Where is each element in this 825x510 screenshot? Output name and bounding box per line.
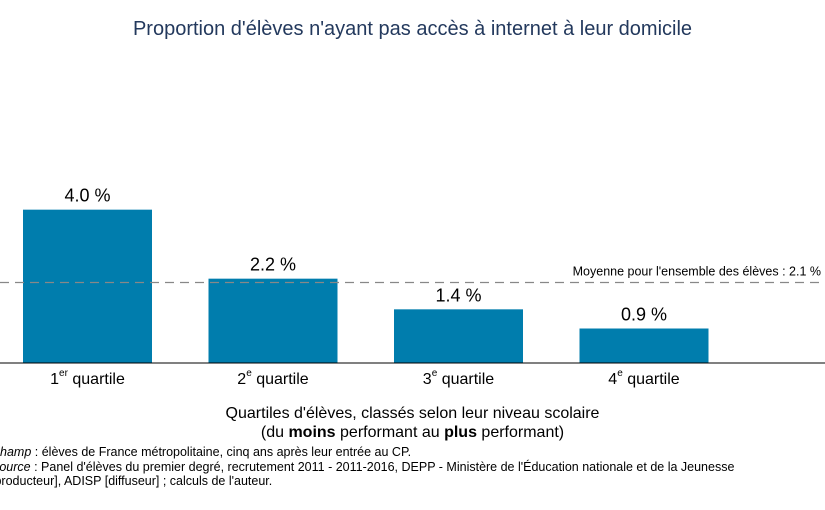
x-tick-label-2: 2e quartile — [237, 368, 308, 388]
bar-1 — [23, 209, 152, 363]
bar-3 — [394, 309, 523, 363]
x-axis-label-line2: (du moins performant au plus performant) — [260, 424, 565, 441]
source-note-line2: [producteur], ADISP [diffuseur] ; calcul… — [0, 474, 273, 488]
data-label-3: 1.4 % — [435, 285, 481, 305]
data-label-2: 2.2 % — [250, 255, 296, 275]
data-label-4: 0.9 % — [621, 305, 667, 325]
chart-notes: Champ : élèves de France métropolitaine,… — [0, 445, 825, 489]
bar-4 — [579, 328, 709, 363]
x-axis-label-bold-moins: moins — [288, 424, 336, 441]
champ-note: Champ : élèves de France métropolitaine,… — [0, 445, 412, 459]
data-label-1: 4.0 % — [64, 186, 110, 206]
average-reference-label: Moyenne pour l'ensemble des élèves : 2.1… — [573, 265, 821, 279]
bar-2 — [208, 278, 338, 363]
source-note: Source : Panel d'élèves du premier degré… — [0, 459, 735, 474]
x-axis-label-line1: Quartiles d'élèves, classés selon leur n… — [225, 405, 600, 422]
x-tick-label-3: 3e quartile — [423, 368, 494, 388]
chart-title: Proportion d'élèves n'ayant pas accès à … — [132, 18, 693, 40]
x-axis-label-bold-plus: plus — [444, 424, 477, 441]
x-tick-label-4: 4e quartile — [608, 368, 679, 388]
x-tick-label-1: 1er quartile — [50, 368, 125, 388]
